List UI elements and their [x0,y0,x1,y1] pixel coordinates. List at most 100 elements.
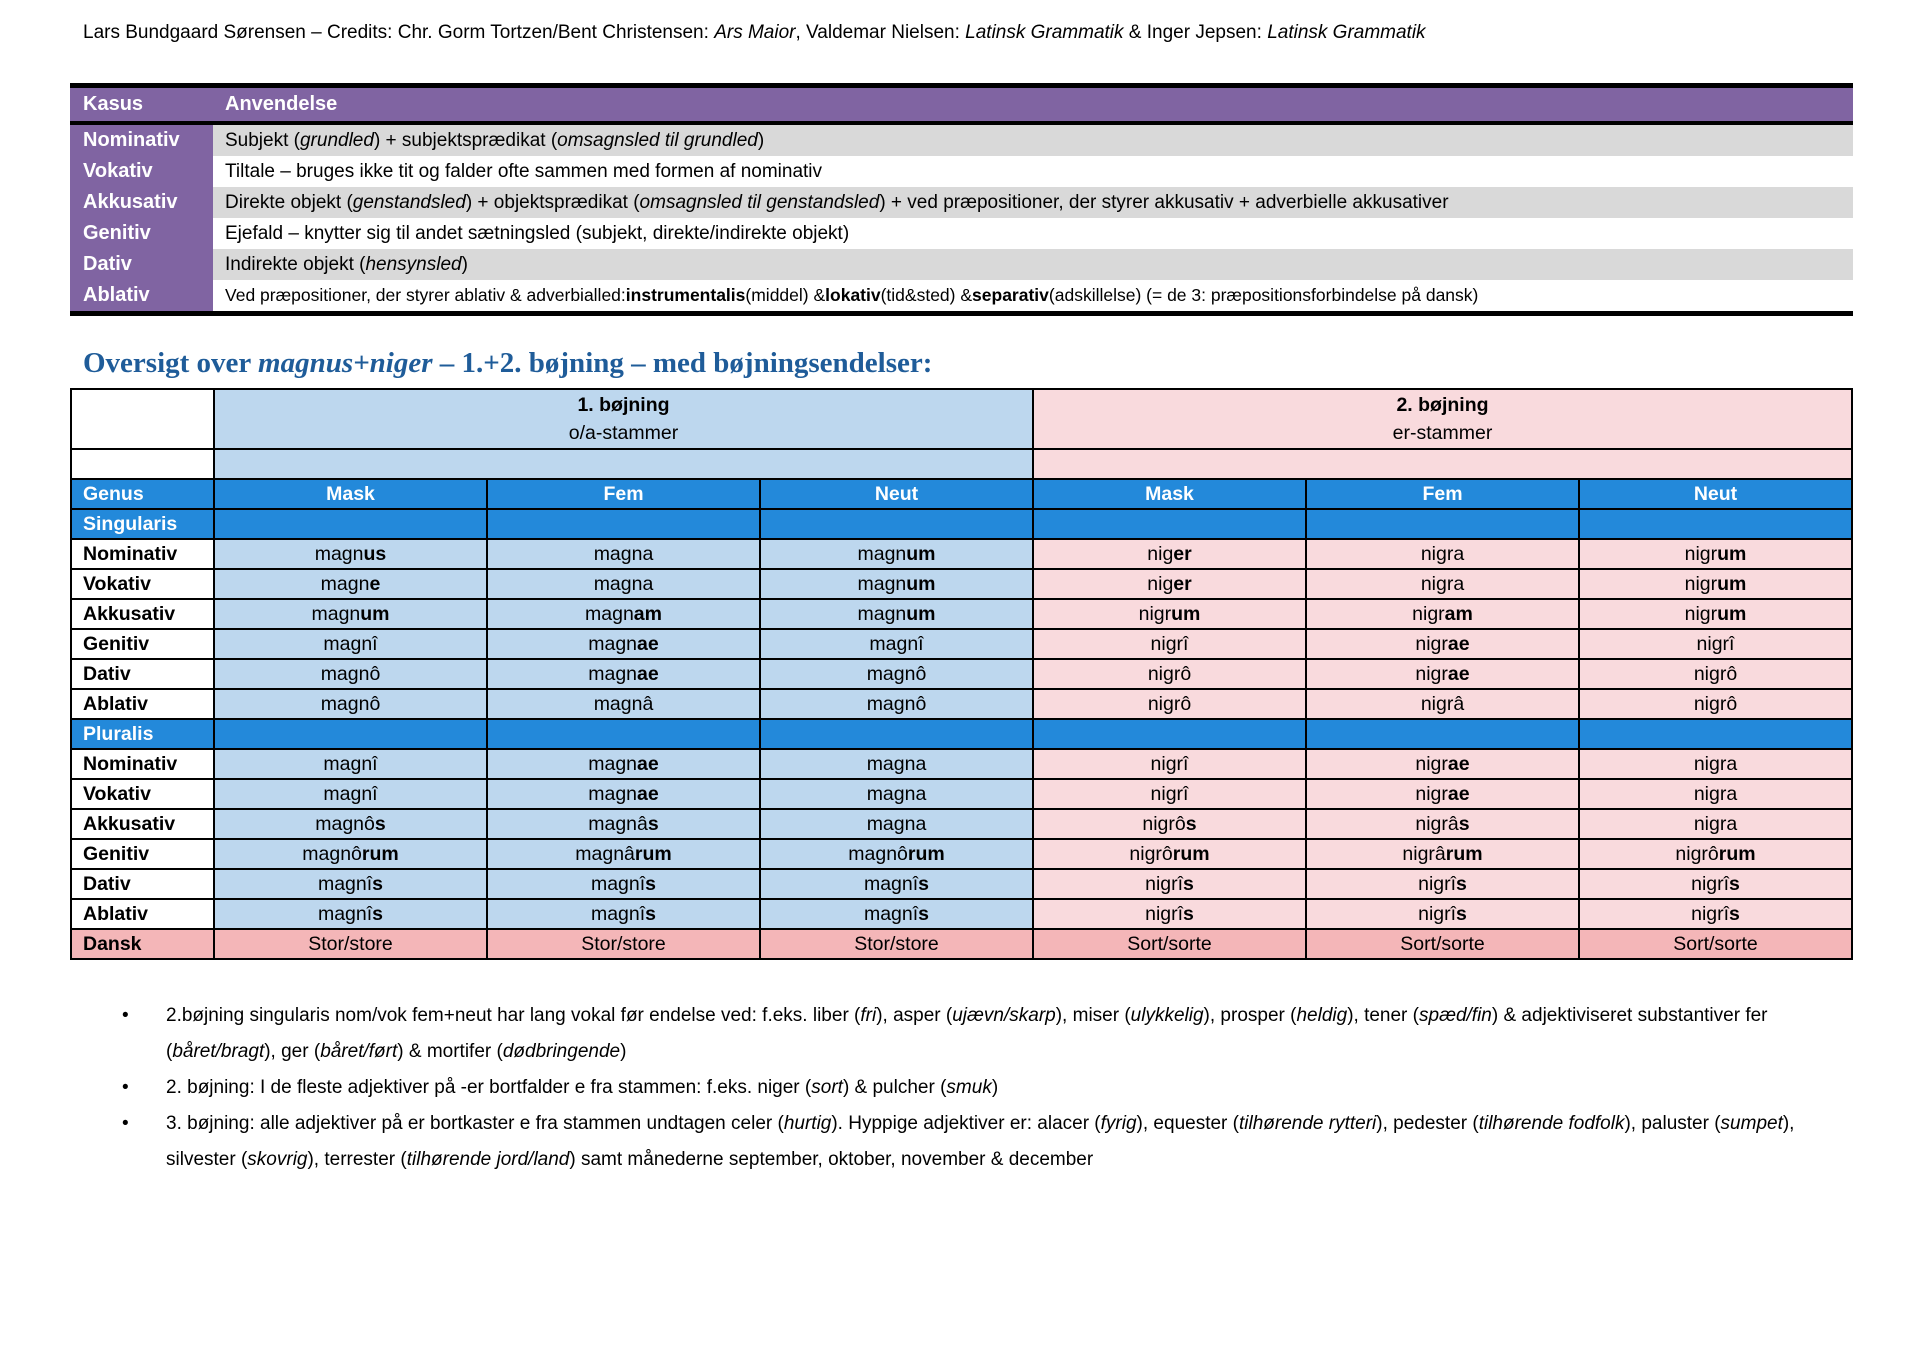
form-stem: nigr [1412,603,1445,625]
form-ending: ae [1447,753,1470,775]
text-segment: ) [620,1041,627,1062]
form-stem: magn [588,753,638,775]
case-name: Akkusativ [70,187,213,218]
form-cell: nigrum [1578,538,1853,570]
form-stem: nigr [1415,783,1448,805]
form-cell: nigrâ [1305,688,1580,720]
form-ending: er [1173,543,1192,565]
header-anvendelse: Anvendelse [213,88,1853,121]
form-cell: magnae [486,748,761,780]
case-usage: Indirekte objekt (hensynsled) [213,249,1853,280]
text-segment: , Valdemar Nielsen: [795,22,966,43]
form-ending: ae [637,783,659,805]
text-segment: ) + ved præpositioner, der styrer akkusa… [879,191,1449,213]
form-stem: magn [320,573,370,595]
form-cell: nigrum [1578,568,1853,600]
form-stem: magn [585,603,634,625]
form-ending: rum [1718,843,1756,865]
text-segment: heldig [1296,1005,1348,1026]
form-cell: magnîs [759,898,1034,930]
dansk-value: Sort/sorte [1305,928,1580,960]
note-item: • 3. bøjning: alle adjektiver på er bortk… [118,1106,1858,1178]
dansk-value: Stor/store [759,928,1034,960]
empty-cell [1305,508,1580,540]
case-row: Vokativ Tiltale – bruges ikke tit og fald… [70,156,1853,187]
form-stem: magnâ [593,693,654,715]
dansk-value: Stor/store [486,928,761,960]
form-cell: magnum [759,598,1034,630]
form-stem: magnî [863,903,919,925]
form-cell: niger [1032,538,1307,570]
form-stem: nigrî [1145,873,1184,895]
text-segment: 3. bøjning: alle adjektiver på er bortka… [166,1113,784,1134]
form-stem: nigr [1415,633,1448,655]
form-stem: nigr [1415,753,1448,775]
text-segment: Latinsk Grammatik [965,22,1124,43]
form-cell: magnae [486,628,761,660]
case-row: Ablativ magnô magnâ magnô nigrô nigrâ nigrô [70,688,1853,720]
case-row: Akkusativ Direkte objekt (genstandsled) +… [70,187,1853,218]
group-header: 1. bøjning o/a-stammer [213,388,1034,450]
form-stem: magna [593,543,654,565]
form-cell: nigrum [1578,598,1853,630]
group-header: 2. bøjning er-stammer [1032,388,1853,450]
text-segment: ) samt månederne september, oktober, nov… [569,1149,1094,1170]
text-segment: ), paluster ( [1624,1113,1721,1134]
form-ending: ae [637,663,659,685]
case-label: Ablativ [70,688,215,720]
case-label: Nominativ [70,538,215,570]
empty-cell [1578,718,1853,750]
text-segment: ) & mortifer ( [397,1041,503,1062]
form-cell: magnô [213,688,488,720]
spacer-cell [213,448,1034,480]
form-ending: s [372,873,384,895]
form-stem: magnî [317,903,373,925]
form-cell: nigrô [1578,658,1853,690]
form-stem: nigra [1693,753,1738,775]
form-cell: magnae [486,658,761,690]
case-row: Genitiv magnôrum magnârum magnôrum nigrôrum n… [70,838,1853,870]
text-segment: 2. bøjning: I de fleste adjektiver på -e… [166,1077,812,1098]
text-segment: ), miser ( [1055,1005,1131,1026]
text-segment: skovrig [247,1149,308,1170]
case-usage: Tiltale – bruges ikke tit og falder ofte… [213,156,1853,187]
group-subtitle: er-stammer [1392,422,1493,444]
form-cell: nigrô [1032,688,1307,720]
form-cell: magnô [213,658,488,690]
text-segment: ), prosper ( [1203,1005,1297,1026]
form-cell: nigra [1578,778,1853,810]
form-cell: nigra [1578,748,1853,780]
form-ending: am [1444,603,1473,625]
text-segment: ). Hyppige adjektiver er: alacer ( [831,1113,1101,1134]
text-segment: – 1.+2. bøjning – med bøjningsendelser: [432,347,933,379]
text-segment: ) [461,253,468,275]
case-label: Ablativ [70,898,215,930]
text-segment: Latinsk Grammatik [1267,22,1426,43]
form-stem: nigrâ [1420,693,1465,715]
text-segment: separativ [972,285,1049,305]
text-segment: ), tener ( [1347,1005,1419,1026]
form-stem: nigrô [1147,693,1192,715]
case-label: Dativ [70,868,215,900]
text-segment: Ejefald – knytter sig til andet sætnings… [225,222,850,244]
text-segment: smuk [946,1077,992,1098]
form-stem: magn [588,663,638,685]
text-segment: omsagnsled til genstandsled [639,191,880,213]
empty-cell [1305,718,1580,750]
form-ending: us [363,543,387,565]
number-label: Pluralis [70,718,215,750]
form-stem: nigrî [1150,753,1189,775]
dansk-row: Dansk Stor/store Stor/store Stor/store Sort/… [70,928,1853,960]
form-cell: magnî [213,778,488,810]
form-cell: magnum [759,538,1034,570]
dansk-value: Stor/store [213,928,488,960]
text-segment: tilhørende fodfolk [1478,1113,1625,1134]
form-stem: magnô [320,693,381,715]
form-stem: magnî [590,873,646,895]
text-segment: sumpet [1720,1113,1783,1134]
text-segment: magnus+niger [258,347,433,379]
form-ending: rum [1172,843,1210,865]
form-cell: nigrae [1305,778,1580,810]
form-ending: ae [637,753,659,775]
form-stem: nigrî [1418,873,1457,895]
